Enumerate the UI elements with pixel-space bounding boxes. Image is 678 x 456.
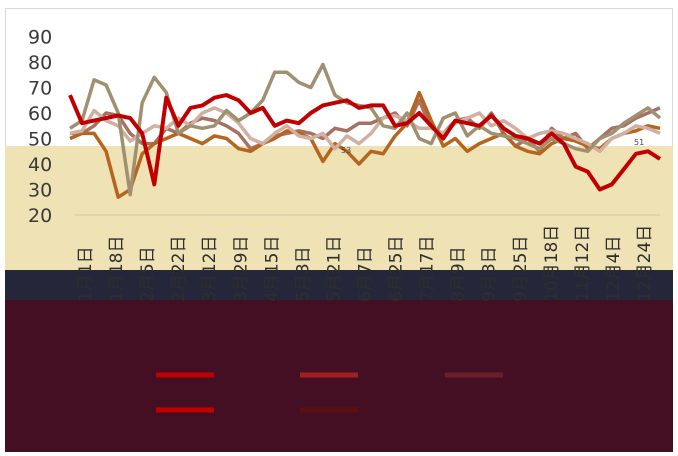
x-tick-label: 4月15日: [262, 236, 282, 302]
x-tick-label: 11月12日: [573, 225, 593, 302]
x-tick-label: 6月25日: [387, 236, 407, 302]
y-tick-label: 30: [28, 180, 52, 202]
x-tick-label: 9月25日: [511, 236, 531, 302]
x-tick-label: 2月22日: [169, 236, 189, 302]
x-tick-label: 3月12日: [200, 236, 220, 302]
y-axis: 20 30 40 50 60 70 80 90: [28, 27, 52, 228]
x-axis: 1月1日 1月18日 2月5日 2月22日 3月12日 3月29日 4月15日 5月3日 5月2…: [76, 225, 655, 302]
x-tick-label: 8月9日: [449, 246, 469, 302]
x-tick-label: 2月5日: [138, 246, 158, 302]
legend: [156, 372, 503, 413]
x-tick-label: 9月3日: [480, 246, 500, 302]
series-lines: [68, 62, 662, 199]
x-tick-label: 10月18日: [542, 225, 562, 302]
x-tick-label: 3月29日: [231, 236, 251, 302]
x-tick-label: 12月4日: [604, 236, 624, 302]
x-tick-label: 6月7日: [356, 246, 376, 302]
series-line: [70, 98, 661, 154]
series-line: [68, 93, 662, 192]
y-tick-label: 90: [28, 27, 52, 49]
x-tick-label: 7月17日: [418, 236, 438, 302]
y-tick-label: 50: [28, 129, 52, 151]
x-tick-label: 1月18日: [107, 236, 127, 302]
y-tick-label: 20: [28, 205, 52, 227]
x-tick-label: 5月3日: [293, 246, 313, 302]
x-tick-label: 5月21日: [324, 236, 344, 302]
x-tick-label: 1月1日: [76, 246, 96, 302]
y-tick-label: 70: [28, 78, 52, 100]
y-tick-label: 40: [28, 154, 52, 176]
mid-marker-label: 53: [341, 146, 351, 155]
navy-band: [5, 270, 673, 302]
x-tick-label: 12月24日: [635, 225, 655, 302]
y-tick-label: 80: [28, 52, 52, 74]
right-marker-label: 51: [634, 138, 644, 147]
y-tick-label: 60: [28, 103, 52, 125]
series-line: [69, 62, 662, 197]
series-line: [69, 106, 661, 154]
beige-band: [5, 146, 673, 270]
